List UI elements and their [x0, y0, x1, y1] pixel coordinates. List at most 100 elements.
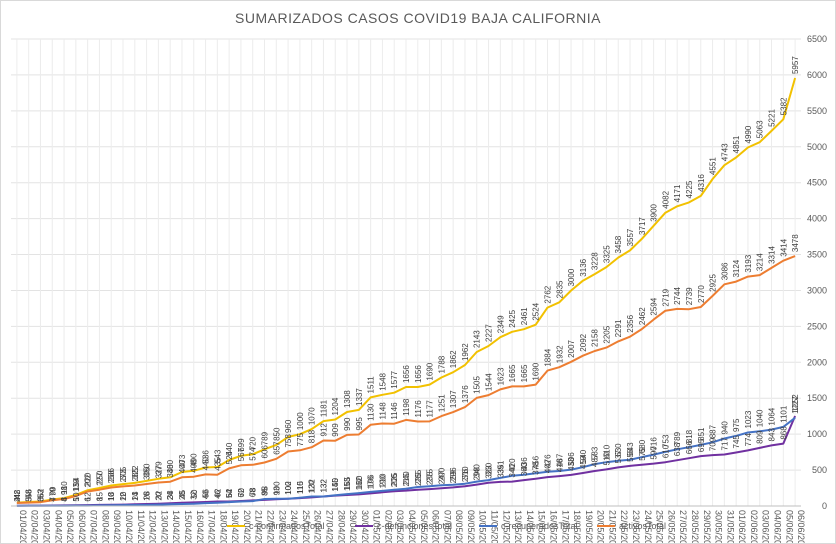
data-label: 225	[390, 472, 399, 486]
x-tick-label: 12/04/20	[148, 510, 158, 543]
data-label: 657	[272, 441, 281, 455]
data-label: 132	[319, 479, 328, 493]
data-label: 220	[84, 472, 93, 486]
data-label: 286	[107, 468, 116, 482]
data-label: 215	[402, 473, 411, 487]
data-label: 3717	[638, 217, 647, 235]
data-label: 1337	[355, 388, 364, 406]
data-label: 843	[768, 428, 777, 442]
data-label: 400	[178, 459, 187, 473]
data-label: 1690	[426, 362, 435, 380]
data-label: 1511	[367, 376, 376, 394]
data-label: 323	[485, 465, 494, 479]
data-label: 62	[213, 488, 222, 497]
data-label: 3	[25, 497, 34, 502]
data-label: 4551	[709, 157, 718, 175]
data-label: 310	[461, 466, 470, 480]
data-label: 338	[166, 464, 175, 478]
data-label: 5063	[756, 120, 765, 138]
series-line-c-recuperadosTotal	[16, 417, 796, 507]
legend-label: c-defuncionesTotal	[377, 521, 452, 531]
x-tick-label: 06/04/20	[77, 510, 87, 543]
x-tick-label: 02/06/20	[749, 510, 759, 543]
data-label: 4	[60, 497, 69, 502]
data-label: 1251	[437, 394, 446, 412]
data-label: 2349	[496, 315, 505, 333]
data-label: 350	[143, 463, 152, 477]
data-label: 680	[638, 439, 647, 453]
data-label: 1181	[319, 399, 328, 417]
data-label: 250	[95, 470, 104, 484]
data-label: 1505	[473, 376, 482, 394]
data-label: 2770	[697, 285, 706, 303]
data-label: 818	[685, 429, 694, 443]
data-label: 1148	[378, 402, 387, 420]
data-label: 235	[426, 471, 435, 485]
data-label: 1932	[555, 345, 564, 363]
x-tick-label: 28/05/20	[690, 510, 700, 543]
x-tick-label: 22/04/20	[266, 510, 276, 543]
data-label: 48	[25, 489, 34, 498]
x-tick-label: 05/04/20	[65, 510, 75, 543]
x-tick-label: 23/05/20	[631, 510, 641, 543]
data-label: 1656	[402, 365, 411, 383]
x-tick-label: 24/04/20	[289, 510, 299, 543]
data-label: 290	[437, 467, 446, 481]
data-label: 753	[661, 434, 670, 448]
data-label: 1000	[296, 412, 305, 430]
data-label: 1070	[308, 407, 317, 425]
data-label: 132	[319, 479, 328, 493]
data-label: 100	[272, 481, 281, 495]
x-tick-label: 05/06/20	[784, 510, 794, 543]
data-label: 887	[709, 424, 718, 438]
x-tick-label: 10/04/20	[124, 510, 134, 543]
data-label: 110	[296, 481, 305, 494]
data-label: 717	[720, 437, 729, 451]
data-label: 150	[331, 477, 340, 491]
data-label: 456	[532, 455, 541, 469]
data-label: 638	[673, 442, 682, 456]
data-label: 1307	[449, 390, 458, 408]
x-tick-label: 04/06/20	[773, 510, 783, 543]
data-label: 2	[13, 497, 22, 502]
data-label: 18	[107, 491, 116, 500]
data-label: 4082	[661, 190, 670, 208]
data-label: 2739	[685, 287, 694, 305]
data-label: 716	[650, 437, 659, 451]
data-label: 3124	[732, 259, 741, 277]
data-label: 774	[744, 432, 753, 446]
data-label: 1544	[485, 373, 494, 391]
data-label: 102	[284, 481, 293, 495]
data-label: 165	[343, 476, 352, 490]
data-label: 809	[756, 430, 765, 444]
data-label: 115	[296, 480, 305, 493]
x-tick-label: 11/04/20	[136, 510, 146, 543]
x-tick-label: 07/04/20	[89, 510, 99, 543]
x-tick-label: 22/05/20	[619, 510, 629, 543]
data-label: 1064	[768, 407, 777, 425]
data-label: 400	[166, 459, 175, 473]
data-label: 2762	[543, 285, 552, 303]
data-label: 4	[13, 497, 22, 502]
y-tick-label: 6500	[807, 34, 827, 44]
data-label: 298	[473, 467, 482, 481]
data-label: 206	[390, 473, 399, 487]
x-tick-label: 17/05/20	[560, 510, 570, 543]
data-label: 990	[343, 417, 352, 431]
data-label: 818	[308, 429, 317, 443]
data-label: 12	[84, 492, 93, 501]
data-label: 322	[131, 465, 140, 479]
data-label: 1656	[414, 365, 423, 383]
data-label: 265	[414, 469, 423, 483]
data-label: 1177	[426, 400, 435, 418]
data-label: 12	[119, 492, 128, 501]
data-label: 28	[143, 491, 152, 500]
data-label: 524	[225, 450, 234, 464]
data-label: 1376	[461, 385, 470, 403]
data-label: 62	[237, 488, 246, 497]
data-label: 48	[13, 489, 22, 498]
data-label: 610	[602, 444, 611, 458]
y-tick-label: 0	[822, 501, 827, 511]
data-label: 851	[697, 427, 706, 441]
data-label: 1788	[437, 355, 446, 373]
